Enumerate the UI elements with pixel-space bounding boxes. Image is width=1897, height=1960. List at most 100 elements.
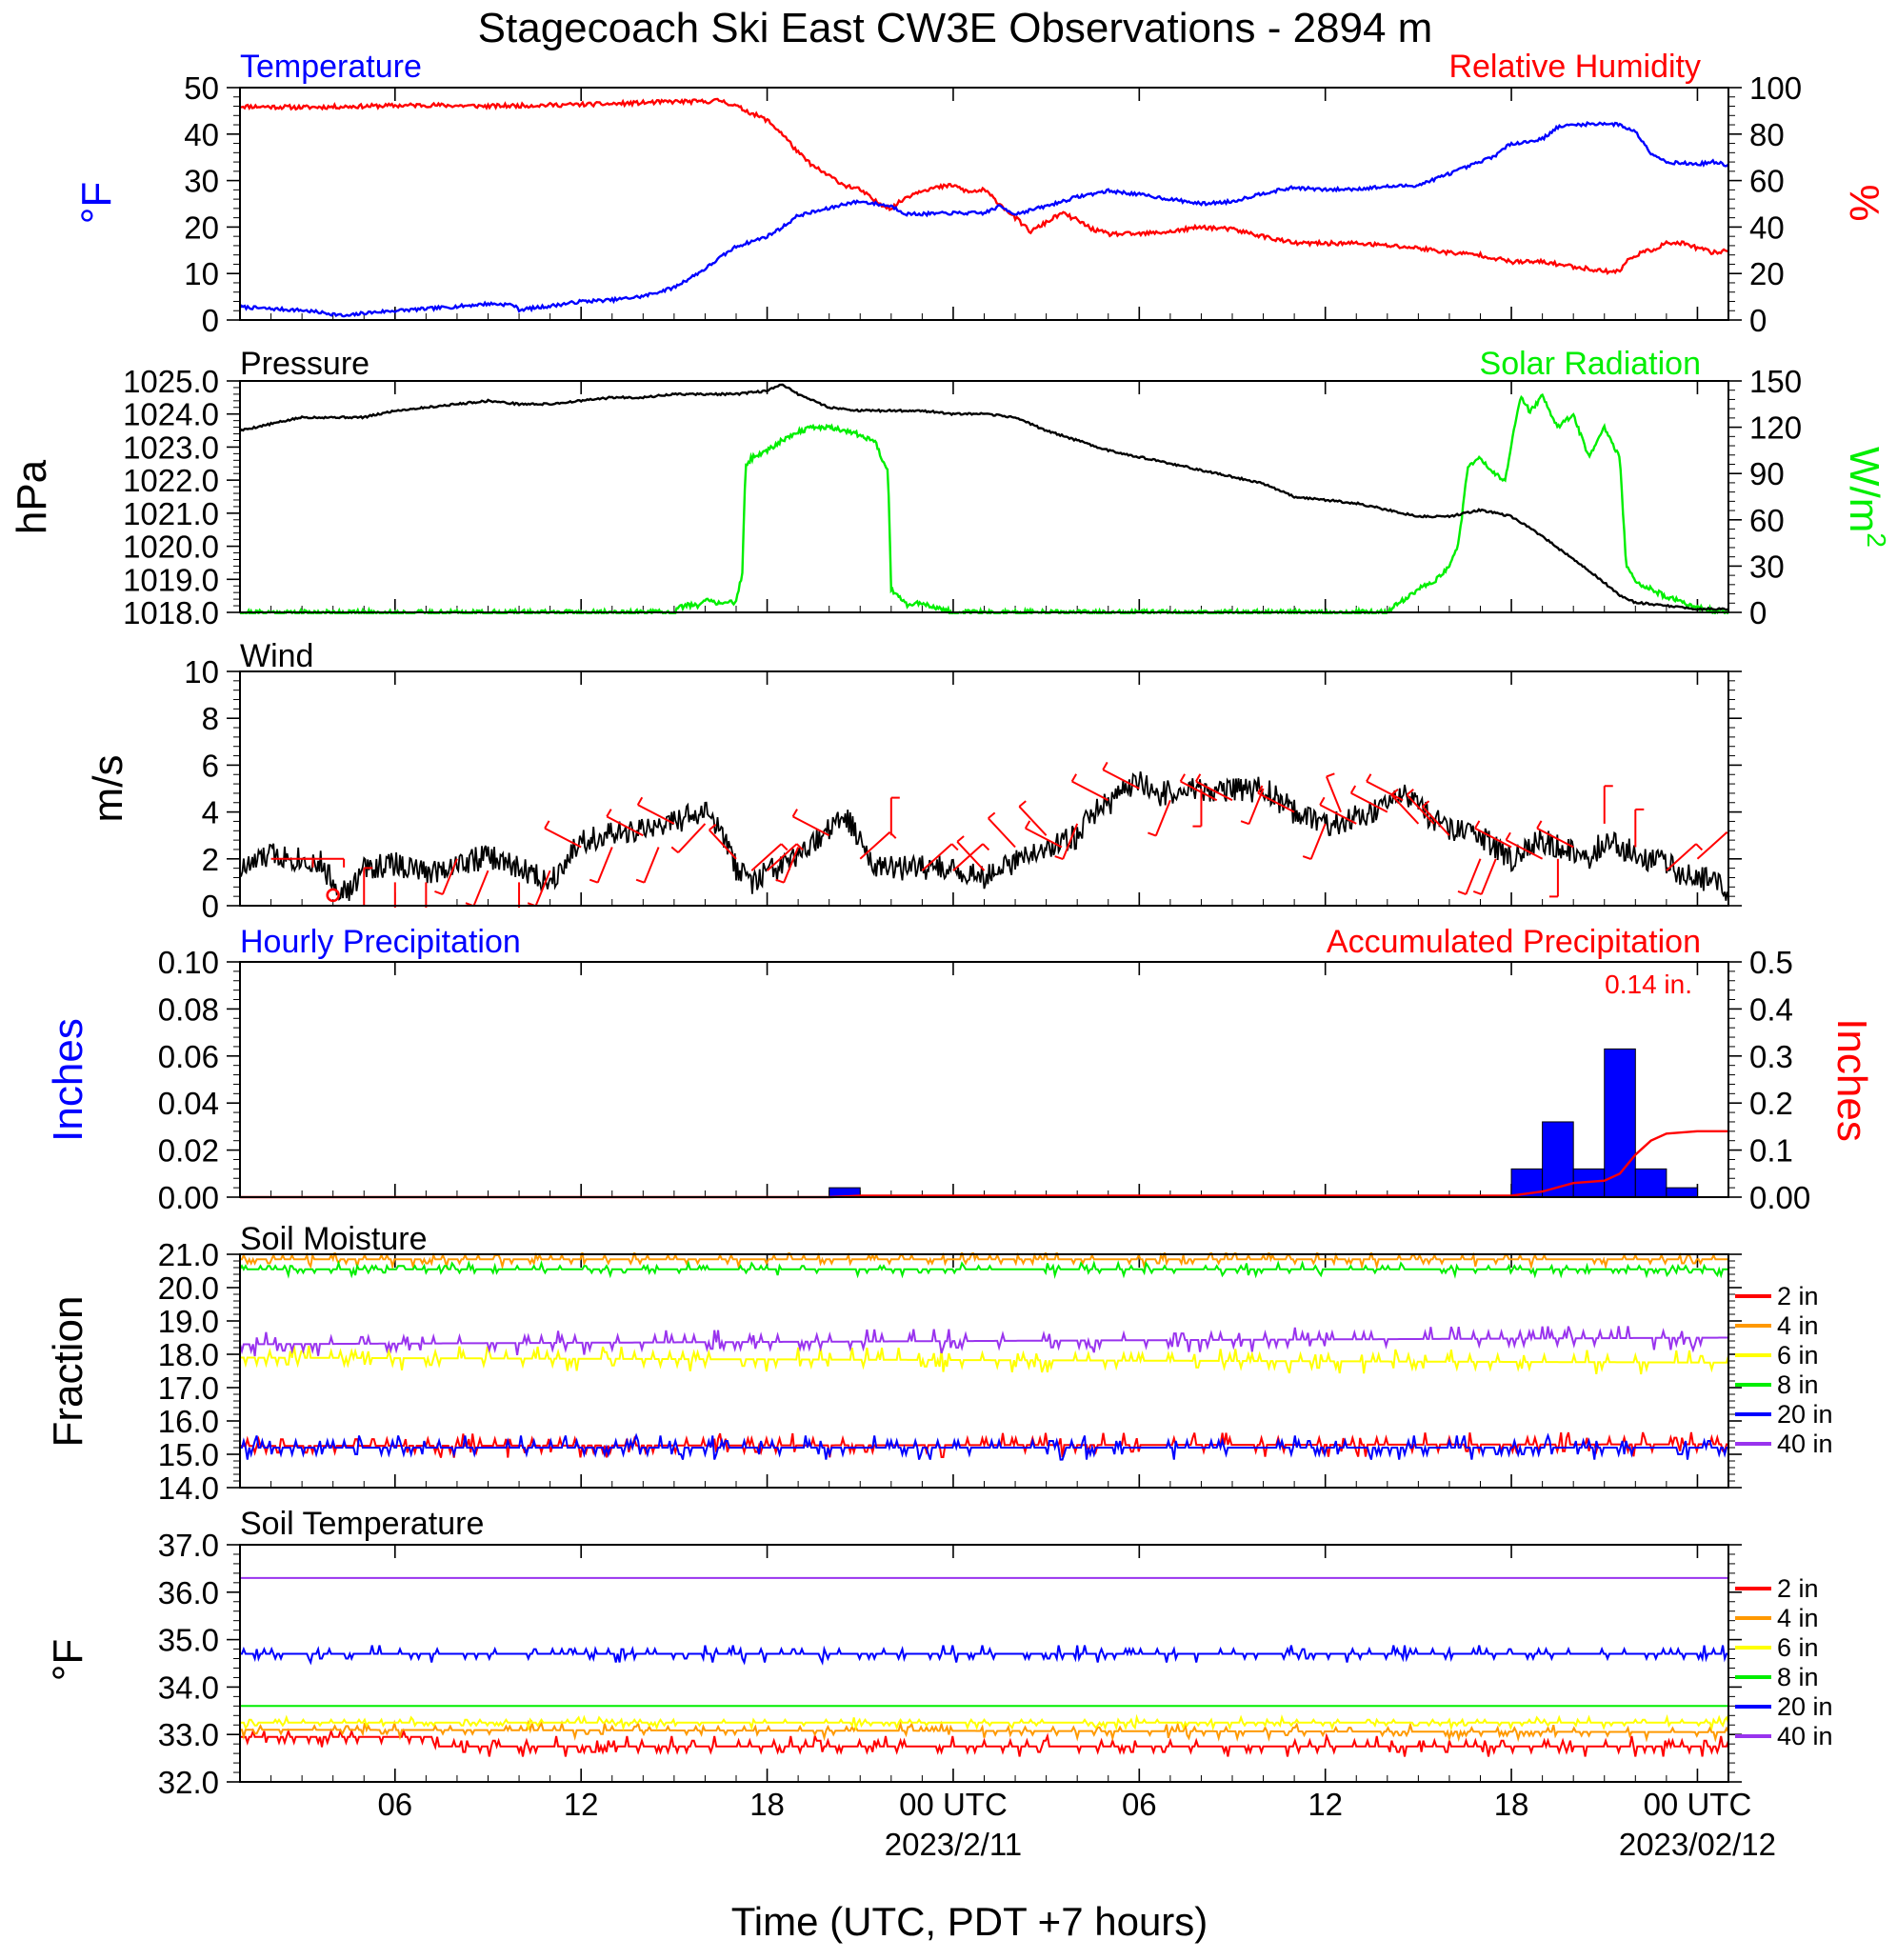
wind-barb-flag — [434, 890, 444, 895]
wind-barb-flag — [1070, 773, 1078, 782]
y-left-tick-label: 0 — [202, 889, 219, 924]
wind-barb-flag — [1024, 820, 1031, 830]
x-tick-label: 12 — [1308, 1787, 1343, 1822]
wind-barb — [1536, 827, 1574, 849]
wind-barb-flag — [1054, 855, 1064, 861]
wind-barb — [1325, 776, 1342, 812]
wind-speed-line — [240, 770, 1728, 902]
rh-series-line — [240, 97, 1728, 275]
soil-series-40in — [240, 1326, 1728, 1357]
wind-barb — [472, 870, 489, 907]
wind-barb-flag — [1422, 800, 1430, 808]
wind-barb — [1480, 858, 1497, 895]
soil-temperature-axis-label: °F — [45, 1639, 91, 1681]
wind-barb-flag — [1148, 831, 1157, 837]
wind-barb-flag — [1390, 789, 1399, 796]
x-tick-date-label: 2023/02/12 — [1619, 1827, 1776, 1862]
panel-frame — [239, 87, 1729, 321]
wind-axis-label: m/s — [85, 755, 131, 823]
y-right-tick-label: 0.2 — [1749, 1086, 1793, 1121]
legend-label: 8 in — [1777, 1370, 1819, 1399]
grid-lines — [270, 1254, 1699, 1488]
soil-moisture-title: Soil Moisture — [240, 1221, 428, 1257]
y-left-tick-label: 2 — [202, 842, 219, 877]
wind-barb — [1102, 769, 1140, 790]
wind-barb — [1421, 806, 1450, 836]
wind-barb — [1696, 831, 1728, 860]
y-right-tick-label: 0 — [1749, 303, 1767, 338]
y-right-tick-label: 0.3 — [1749, 1039, 1793, 1074]
precipitation-panel: Hourly Precipitation Accumulated Precipi… — [45, 924, 1875, 1215]
plot-area — [240, 1252, 1728, 1461]
y-left-tick-label: 6 — [202, 748, 219, 783]
y-right-tick-label: 0.00 — [1749, 1180, 1810, 1215]
pressure-axis-label: hPa — [9, 459, 55, 534]
y-right-tick-label: 0.4 — [1749, 991, 1793, 1027]
soil-temperature-title: Soil Temperature — [240, 1506, 484, 1542]
wind-barb-flag — [1018, 800, 1027, 808]
wind-barb-flag — [1457, 890, 1467, 895]
legend-label: 4 in — [1777, 1311, 1819, 1340]
x-tick-label: 00 UTC — [1644, 1787, 1752, 1822]
legend-label: 2 in — [1777, 1574, 1819, 1603]
wind-barb-flag — [1695, 843, 1704, 851]
wind-barb-flag — [544, 820, 550, 830]
y-left-tick-label: 15.0 — [158, 1437, 219, 1472]
y-left-tick-label: 1025.0 — [123, 364, 219, 399]
wind-barb-flag — [988, 811, 996, 819]
solar-title: Solar Radiation — [1480, 346, 1701, 382]
legend-label: 8 in — [1777, 1663, 1819, 1691]
wind-barb-flag — [795, 843, 804, 851]
y-left-tick-label: 18.0 — [158, 1337, 219, 1372]
y-right-tick-label: 20 — [1749, 256, 1785, 291]
wind-barb — [596, 847, 613, 884]
y-left-tick-label: 1022.0 — [123, 463, 219, 498]
soil-moisture-panel: Soil Moisture Fraction 14.015.016.017.01… — [45, 1221, 1833, 1506]
wind-barb — [708, 829, 737, 860]
wind-barb — [544, 827, 582, 849]
y-left-tick-label: 1018.0 — [123, 595, 219, 630]
legend-label: 2 in — [1777, 1282, 1819, 1310]
y-right-tick-label: 90 — [1749, 456, 1785, 491]
y-left-tick-label: 0.04 — [158, 1086, 219, 1121]
wind-barb — [1319, 804, 1357, 825]
y-right-tick-label: 0.5 — [1749, 945, 1793, 980]
wind-barb — [637, 804, 675, 825]
y-left-tick-label: 34.0 — [158, 1670, 219, 1705]
soil-series-4in — [240, 1719, 1728, 1743]
legend-label: 6 in — [1777, 1633, 1819, 1662]
wind-barb-flag — [1536, 820, 1543, 830]
wind-barb — [1406, 793, 1435, 825]
precip-total-label: 0.14 in. — [1605, 970, 1692, 999]
temperature-series-line — [240, 120, 1728, 318]
soil-moisture-axis-label: Fraction — [45, 1296, 91, 1448]
plot-area — [240, 1576, 1728, 1757]
wind-barb — [859, 831, 891, 860]
panel-frame — [239, 670, 1729, 907]
soil-series-6in — [240, 1713, 1728, 1731]
soil-series-20in — [240, 1432, 1728, 1461]
panel-frame — [239, 380, 1729, 613]
y-left-tick-label: 10 — [184, 256, 219, 291]
x-axis-label: Time (UTC, PDT +7 hours) — [731, 1899, 1208, 1944]
x-tick-label: 06 — [1122, 1787, 1157, 1822]
y-left-tick-label: 1023.0 — [123, 430, 219, 465]
y-left-tick-label: 0.10 — [158, 945, 219, 980]
wind-barb — [783, 847, 800, 884]
y-left-tick-label: 32.0 — [158, 1765, 219, 1800]
wind-barb — [1666, 843, 1697, 871]
wind-barb-flag — [670, 846, 679, 854]
plot-area — [240, 761, 1728, 908]
wind-barb — [1071, 780, 1109, 802]
temperature-title: Temperature — [240, 49, 422, 85]
hourly-precip-bar — [1634, 1168, 1667, 1198]
y-left-tick-label: 1021.0 — [123, 496, 219, 531]
y-left-tick-label: 14.0 — [158, 1470, 219, 1506]
y-left-tick-label: 35.0 — [158, 1623, 219, 1658]
wind-barb — [643, 847, 660, 884]
wind-barb — [766, 843, 798, 871]
wind-barb — [921, 843, 953, 871]
wind-barb-flag — [1366, 773, 1372, 782]
hourly-precip-title: Hourly Precipitation — [240, 924, 521, 960]
